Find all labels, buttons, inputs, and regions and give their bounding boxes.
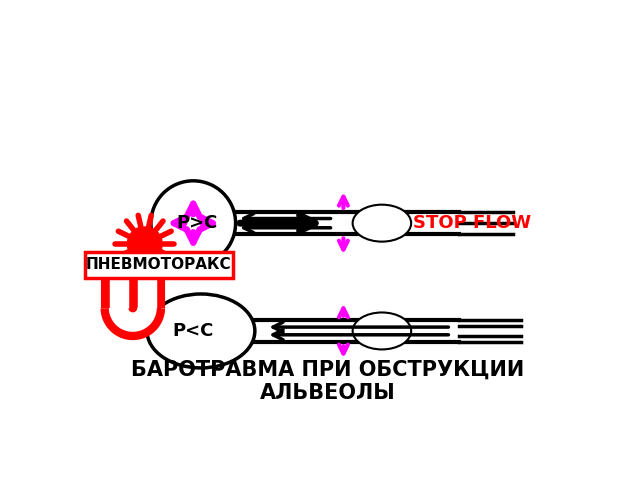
Ellipse shape	[147, 294, 255, 368]
Ellipse shape	[353, 312, 411, 349]
Circle shape	[151, 181, 236, 265]
Text: P<C: P<C	[173, 322, 214, 340]
Text: БАРОТРАВМА ПРИ ОБСТРУКЦИИ
АЛЬВЕОЛЫ: БАРОТРАВМА ПРИ ОБСТРУКЦИИ АЛЬВЕОЛЫ	[131, 360, 525, 403]
Ellipse shape	[353, 204, 411, 241]
FancyBboxPatch shape	[84, 252, 232, 278]
Text: STOP FLOW: STOP FLOW	[413, 214, 531, 232]
Text: P>C: P>C	[177, 214, 218, 232]
Text: ПНЕВМОТОРАКС: ПНЕВМОТОРАКС	[86, 257, 232, 272]
